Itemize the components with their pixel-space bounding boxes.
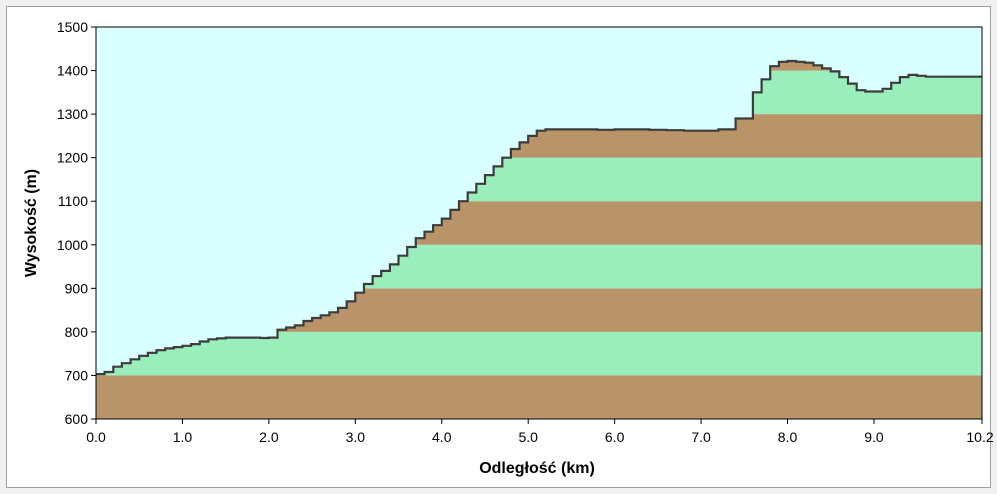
y-tick-label: 1400: [57, 63, 88, 79]
y-tick-label: 800: [65, 324, 89, 340]
y-tick-label: 1300: [57, 106, 88, 122]
y-tick-label: 1200: [57, 150, 88, 166]
y-tick-label: 700: [65, 367, 89, 383]
y-tick-label: 1500: [57, 19, 88, 35]
y-tick-label: 600: [65, 411, 89, 427]
x-axis-title: Odległość (km): [479, 460, 595, 477]
y-tick-label: 1100: [58, 193, 88, 209]
x-tick-label: 1.0: [173, 429, 193, 445]
x-tick-label: 0.0: [86, 429, 106, 445]
elevation-band: [96, 375, 982, 419]
terrain-outline: [96, 59, 982, 376]
y-axis: 600 700 800 900 1000 1100 1200 1300 1400 1500: [57, 19, 96, 427]
y-tick-label: 900: [65, 280, 89, 296]
x-tick-label: 2.0: [259, 429, 279, 445]
x-tick-label: 3.0: [346, 429, 366, 445]
plot-border: [95, 26, 983, 420]
y-tick-label: 1000: [57, 237, 88, 253]
elevation-band: [96, 331, 982, 376]
x-axis: 0.0 1.0 2.0 3.0 4.0 5.0 6.0 7.0 8.0 9.0 10.2: [86, 419, 994, 445]
x-tick-label: 6.0: [605, 429, 625, 445]
y-axis-title: Wysokość (m): [23, 169, 40, 277]
x-tick-label: 10.2: [966, 429, 993, 445]
x-tick-label: 4.0: [432, 429, 452, 445]
x-tick-label: 9.0: [864, 429, 884, 445]
x-tick-label: 5.0: [518, 429, 538, 445]
x-tick-label: 8.0: [778, 429, 798, 445]
x-tick-label: 7.0: [691, 429, 711, 445]
